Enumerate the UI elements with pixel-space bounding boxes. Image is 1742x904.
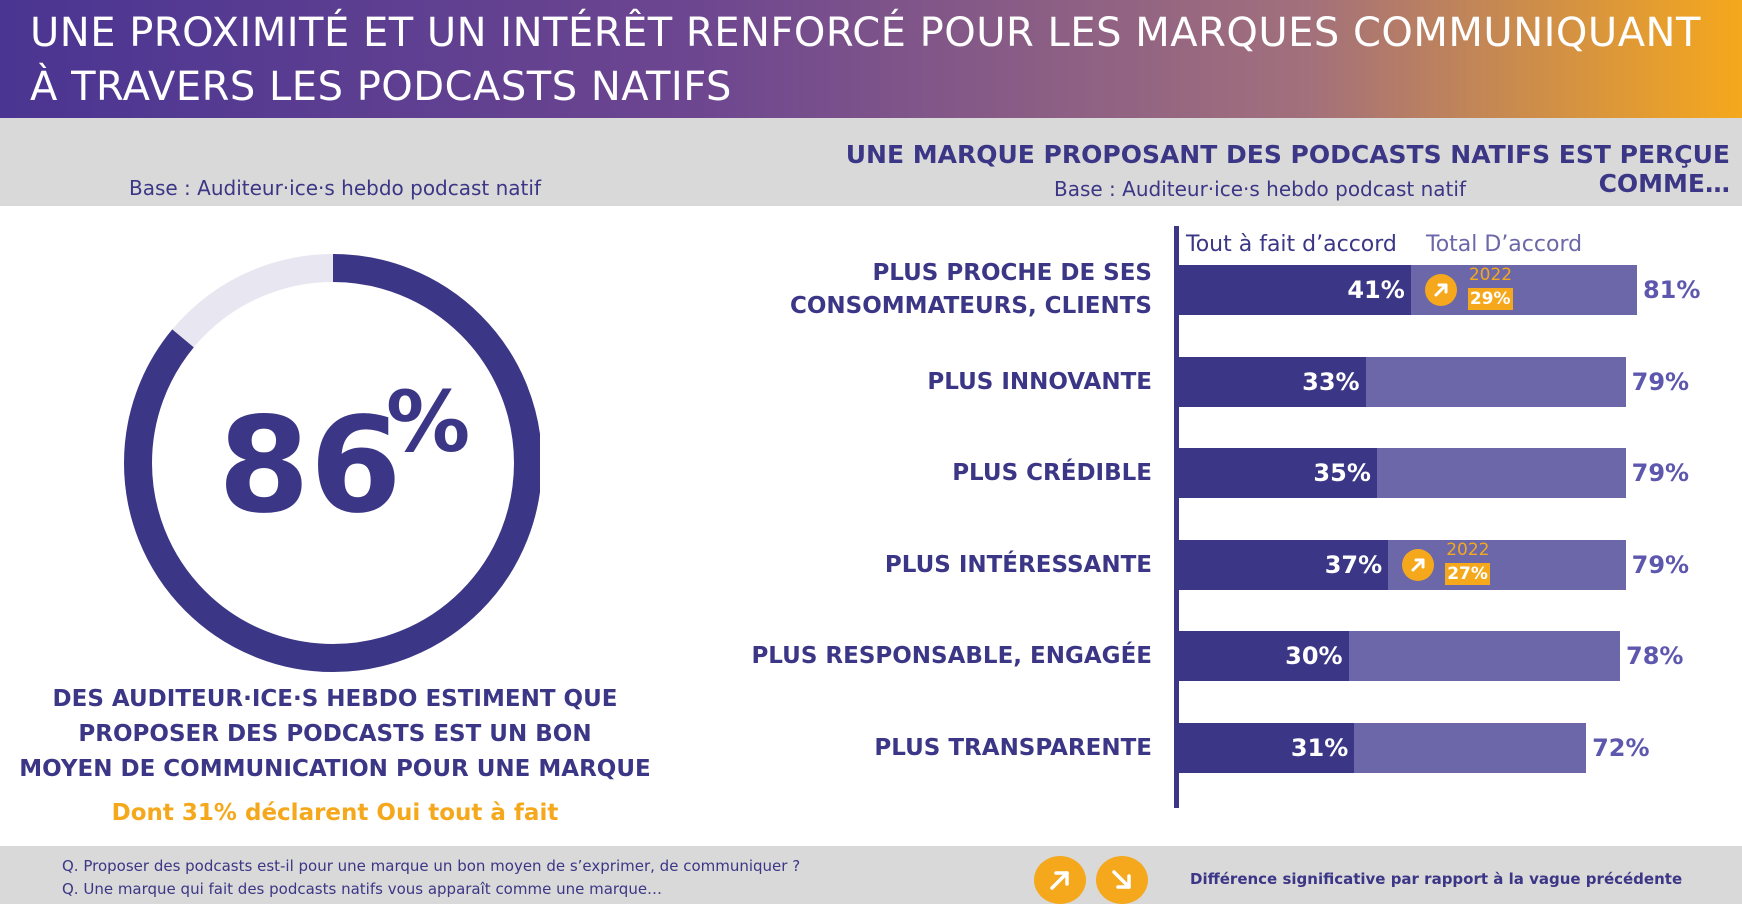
- category-label: PLUS PROCHE DE SES CONSOMMATEURS, CLIENTS: [700, 257, 1152, 323]
- chart-axis: [1174, 226, 1179, 808]
- legend-tout-a-fait: Tout à fait d’accord: [1186, 232, 1397, 257]
- page-title: UNE PROXIMITÉ ET UN INTÉRÊT RENFORCÉ POU…: [30, 6, 1720, 114]
- category-label-line: PLUS INTÉRESSANTE: [884, 551, 1152, 578]
- statement-line-3: MOYEN DE COMMUNICATION POUR UNE MARQUE: [19, 756, 651, 782]
- arrow-up-right-icon: [1402, 549, 1435, 581]
- bar-total-accord-value: 79%: [1631, 368, 1690, 396]
- category-label: PLUS INNOVANTE: [700, 366, 1152, 399]
- footer-legend-note: Différence significative par rapport à l…: [1190, 870, 1683, 888]
- bar-total-accord-value: 72%: [1592, 734, 1650, 762]
- bar-tout-a-fait-value: 31%: [1290, 734, 1349, 762]
- bar-tout-a-fait: [1179, 448, 1377, 498]
- category-label: PLUS INTÉRESSANTE: [700, 549, 1152, 582]
- legend-total-accord: Total D’accord: [1426, 232, 1583, 257]
- category-label-line: PLUS TRANSPARENTE: [874, 734, 1152, 761]
- bar-tout-a-fait-value: 35%: [1313, 459, 1371, 487]
- category-label-line: PLUS RESPONSABLE, ENGAGÉE: [751, 642, 1152, 669]
- category-label: PLUS TRANSPARENTE: [700, 732, 1152, 765]
- bar-tout-a-fait: [1179, 723, 1355, 773]
- donut-chart: [124, 254, 540, 672]
- footer-question-2: Q. Une marque qui fait des podcasts nati…: [62, 880, 663, 898]
- base-right: Base : Auditeur·ice·s hebdo podcast nati…: [1054, 177, 1466, 201]
- subheader-band: [0, 118, 1742, 206]
- title-line-1: UNE PROXIMITÉ ET UN INTÉRÊT RENFORCÉ POU…: [30, 10, 1701, 56]
- category-label-line: PLUS CRÉDIBLE: [952, 459, 1152, 486]
- donut-percent-sign: %: [386, 373, 471, 471]
- donut-number: 86: [218, 389, 402, 543]
- title-line-2: À TRAVERS LES PODCASTS NATIFS: [30, 64, 732, 110]
- footer-question-1: Q. Proposer des podcasts est-il pour une…: [62, 857, 801, 875]
- bar-tout-a-fait-value: 41%: [1347, 276, 1405, 304]
- bar-tout-a-fait: [1179, 540, 1389, 590]
- bar-tout-a-fait: [1179, 265, 1411, 315]
- bar-total-accord-value: 79%: [1631, 459, 1690, 487]
- comparison-value: 27%: [1445, 563, 1490, 585]
- bar-total-accord-value: 78%: [1626, 642, 1684, 670]
- bar-total-accord-value: 81%: [1642, 276, 1701, 304]
- comparison-value: 29%: [1467, 288, 1513, 310]
- category-label-line: PLUS INNOVANTE: [927, 368, 1152, 395]
- donut-label: 86 %: [100, 360, 540, 560]
- bar-tout-a-fait-value: 30%: [1285, 642, 1343, 670]
- donut-statement: DES AUDITEUR·ICE·S HEBDO ESTIMENT QUE PR…: [10, 682, 660, 787]
- bar-tout-a-fait-value: 37%: [1324, 551, 1383, 579]
- comparison-year: 2022: [1468, 265, 1513, 285]
- arrow-up-right-icon: [1034, 856, 1086, 904]
- category-label: PLUS RESPONSABLE, ENGAGÉE: [700, 640, 1152, 673]
- chart-subtitle: UNE MARQUE PROPOSANT DES PODCASTS NATIFS…: [845, 140, 1730, 198]
- header-banner: UNE PROXIMITÉ ET UN INTÉRÊT RENFORCÉ POU…: [0, 0, 1742, 118]
- donut-sub-statement: Dont 31% déclarent Oui tout à fait: [111, 800, 559, 826]
- category-label-line: CONSOMMATEURS, CLIENTS: [790, 293, 1152, 319]
- bar-tout-a-fait-value: 33%: [1302, 368, 1360, 396]
- donut-value-arc: [124, 254, 540, 672]
- arrow-up-right-icon: [1424, 274, 1457, 306]
- bar-tout-a-fait: [1179, 631, 1349, 681]
- base-left: Base : Auditeur·ice·s hebdo podcast nati…: [129, 176, 541, 200]
- arrow-down-right-icon: [1096, 856, 1148, 904]
- category-label-line: PLUS PROCHE DE SES: [872, 260, 1152, 286]
- bar-total-accord-value: 79%: [1631, 551, 1690, 579]
- bar-tout-a-fait: [1179, 357, 1366, 407]
- footer-band: [0, 846, 1742, 904]
- statement-line-1: DES AUDITEUR·ICE·S HEBDO ESTIMENT QUE: [52, 686, 618, 712]
- category-label: PLUS CRÉDIBLE: [700, 457, 1152, 490]
- statement-line-2: PROPOSER DES PODCASTS EST UN BON: [78, 721, 592, 747]
- comparison-year: 2022: [1446, 540, 1490, 560]
